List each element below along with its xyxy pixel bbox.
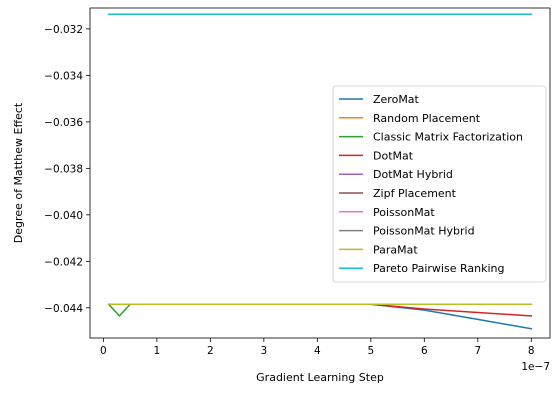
- y-tick-label: −0.032: [44, 24, 83, 36]
- legend-label: PoissonMat: [373, 206, 435, 219]
- legend-label: PoissonMat Hybrid: [373, 225, 475, 238]
- legend-label: Random Placement: [373, 112, 481, 125]
- legend-label: ParaMat: [373, 243, 418, 256]
- x-tick-label: 1: [154, 345, 161, 357]
- series-layer: [107, 13, 533, 330]
- legend: ZeroMat Random Placement Classic Matrix Fa…: [332, 85, 547, 283]
- y-tick-label: −0.040: [44, 210, 83, 222]
- x-axis: 0 1 2 3 4 5 6 7 8: [100, 338, 535, 357]
- x-tick-label: 2: [207, 345, 214, 357]
- legend-label: Zipf Placement: [373, 187, 457, 200]
- legend-label: ZeroMat: [373, 93, 420, 106]
- y-axis-label: Degree of Matthew Effect: [12, 102, 25, 243]
- x-tick-label: 6: [421, 345, 428, 357]
- legend-label: DotMat: [373, 149, 414, 162]
- x-tick-label: 5: [367, 345, 374, 357]
- y-tick-label: −0.038: [44, 163, 83, 175]
- y-tick-label: −0.034: [44, 70, 83, 82]
- x-tick-label: 0: [100, 345, 107, 357]
- y-tick-label: −0.044: [44, 303, 83, 315]
- legend-label: Classic Matrix Factorization: [373, 131, 523, 144]
- x-tick-label: 8: [528, 345, 535, 357]
- y-tick-label: −0.042: [44, 256, 83, 268]
- x-axis-label: Gradient Learning Step: [256, 371, 384, 384]
- x-tick-label: 4: [314, 345, 321, 357]
- legend-box: [332, 85, 547, 283]
- y-axis: −0.044 −0.042 −0.040 −0.038 −0.036 −0.034 −0.0…: [44, 24, 90, 315]
- legend-label: DotMat Hybrid: [373, 168, 453, 181]
- plot-frame: [89, 7, 551, 339]
- legend-label: Pareto Pairwise Ranking: [373, 262, 504, 275]
- y-tick-label: −0.036: [44, 117, 83, 129]
- x-tick-label: 7: [474, 345, 481, 357]
- x-offset-label: 1e−7: [521, 361, 550, 373]
- x-tick-label: 3: [260, 345, 267, 357]
